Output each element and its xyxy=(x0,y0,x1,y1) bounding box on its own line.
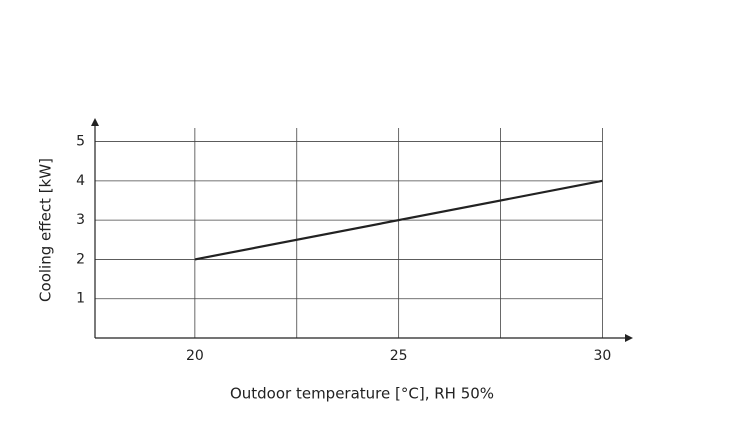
x-axis-arrow xyxy=(625,334,633,342)
y-tick-label: 2 xyxy=(76,251,85,267)
x-tick-label: 30 xyxy=(594,348,612,364)
x-tick-label: 20 xyxy=(186,348,204,364)
y-tick-label: 4 xyxy=(76,173,85,189)
x-axis-label: Outdoor temperature [°C], RH 50% xyxy=(230,385,494,403)
data-line xyxy=(194,179,603,261)
y-axis-label: Cooling effect [kW] xyxy=(37,158,55,302)
y-axis-arrow xyxy=(91,118,99,126)
x-tick-label: 25 xyxy=(390,348,408,364)
y-tick-label: 3 xyxy=(76,212,85,228)
y-tick-label: 1 xyxy=(76,291,85,307)
y-tick-label: 5 xyxy=(76,134,85,150)
